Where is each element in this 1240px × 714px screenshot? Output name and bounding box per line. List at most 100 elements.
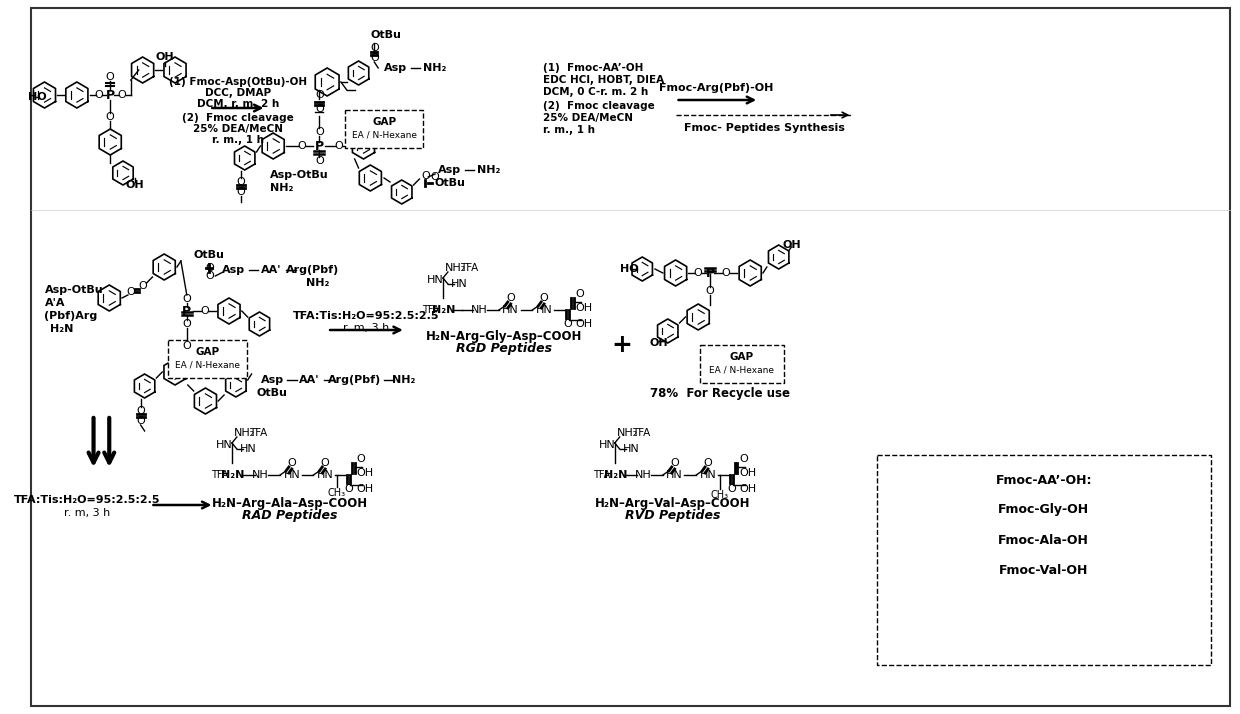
Text: HN: HN [599,440,615,450]
Text: HN: HN [536,305,553,315]
Text: HO: HO [27,92,46,102]
Text: NH₂: NH₂ [477,165,501,175]
Bar [877,455,1210,665]
Text: EA / N-Hexane: EA / N-Hexane [175,361,239,370]
Text: P: P [315,139,324,153]
Text: O: O [420,171,430,181]
Text: O: O [298,141,306,151]
Text: NH₂: NH₂ [270,183,294,193]
Text: Fmoc-AA’-OH:: Fmoc-AA’-OH: [996,473,1092,486]
Text: NH: NH [635,470,651,480]
Text: Fmoc-Val-OH: Fmoc-Val-OH [999,563,1089,576]
Text: O: O [105,72,114,82]
Text: NH: NH [252,470,269,480]
Text: TFA: TFA [249,428,268,438]
Text: (2)  Fmoc cleavage: (2) Fmoc cleavage [543,101,655,111]
Text: (Pbf)Arg: (Pbf)Arg [45,311,98,321]
Text: O: O [315,127,324,137]
Text: A'A: A'A [45,298,64,308]
Text: OH: OH [575,303,593,313]
Text: CH₃: CH₃ [327,488,346,498]
Text: 25% DEA/MeCN: 25% DEA/MeCN [193,124,283,134]
Text: NH₂: NH₂ [305,278,329,288]
Text: CH₃: CH₃ [711,490,729,500]
Text: OH: OH [357,468,374,478]
Text: HN: HN [502,305,520,315]
Text: OH: OH [575,319,593,329]
Text: HN: HN [451,279,467,289]
Text: O: O [345,484,353,494]
Text: OtBu: OtBu [371,30,402,40]
Text: OtBu: OtBu [434,178,465,188]
Text: Fmoc-Gly-OH: Fmoc-Gly-OH [998,503,1089,516]
Text: O: O [200,306,208,316]
Text: O: O [136,416,145,426]
Text: Asp: Asp [260,375,284,385]
Text: OH: OH [740,484,756,494]
Text: O: O [315,156,324,166]
Text: OH: OH [740,468,756,478]
Text: r. m, 3 h: r. m, 3 h [63,508,110,518]
Text: O: O [315,104,324,114]
Text: AA': AA' [299,375,320,385]
Text: Arg(Pbf): Arg(Pbf) [329,375,381,385]
Text: O: O [356,454,365,464]
Text: HN: HN [216,440,232,450]
Text: TFA:Tis:H₂O=95:2.5:2.5: TFA:Tis:H₂O=95:2.5:2.5 [293,311,440,321]
Text: HN: HN [699,470,717,480]
Text: NH₂: NH₂ [423,63,446,73]
Text: GAP: GAP [729,352,754,362]
Text: Fmoc-Ala-OH: Fmoc-Ala-OH [998,533,1089,546]
Text: HN: HN [622,444,640,454]
Text: HN: HN [316,470,334,480]
Text: OH: OH [782,240,801,250]
Text: H₂N: H₂N [221,470,244,480]
Text: OH: OH [650,338,668,348]
Text: H₂N–Arg–Ala–Asp–COOH: H₂N–Arg–Ala–Asp–COOH [212,496,368,510]
Text: O: O [430,172,439,182]
Text: (1)  Fmoc-AA’-OH: (1) Fmoc-AA’-OH [543,63,644,73]
Text: O: O [706,286,714,296]
Text: P: P [105,89,115,101]
Text: TFA:Tis:H₂O=95:2.5:2.5: TFA:Tis:H₂O=95:2.5:2.5 [14,495,160,505]
Text: O: O [321,458,330,468]
Text: TFA: TFA [632,428,650,438]
Text: TFA: TFA [460,263,479,273]
Text: GAP: GAP [196,347,219,357]
Text: 78%  For Recycle use: 78% For Recycle use [650,386,790,400]
Text: RAD Peptides: RAD Peptides [242,508,337,521]
Text: O: O [126,287,135,297]
Text: OtBu: OtBu [257,388,288,398]
Text: O: O [315,90,324,100]
Text: NH₂: NH₂ [234,428,255,438]
Text: DCC, DMAP: DCC, DMAP [205,88,270,98]
Text: O: O [694,268,703,278]
Text: EA / N-Hexane: EA / N-Hexane [709,366,774,375]
Text: O: O [138,281,148,291]
Text: RGD Peptides: RGD Peptides [456,341,552,354]
Text: O: O [118,90,126,100]
Text: O: O [94,90,103,100]
Text: H₂N: H₂N [604,470,627,480]
Text: O: O [205,271,213,281]
Text: O: O [237,187,246,197]
Text: AA': AA' [260,265,281,275]
Text: HN: HN [666,470,683,480]
Text: HN: HN [241,444,257,454]
Text: Asp-OtBu: Asp-OtBu [45,285,103,295]
Bar [345,110,423,148]
Text: 25% DEA/MeCN: 25% DEA/MeCN [543,113,634,123]
Text: NH₂: NH₂ [392,375,415,385]
Bar [169,340,247,378]
Text: Asp: Asp [384,63,408,73]
Text: r. m., 1 h: r. m., 1 h [543,125,595,135]
Text: O: O [182,294,191,304]
Text: RVD Peptides: RVD Peptides [625,508,720,521]
Text: TFA: TFA [211,470,228,480]
Text: O: O [563,319,572,329]
Text: O: O [722,268,730,278]
Text: O: O [182,341,191,351]
Text: HN: HN [427,275,444,285]
Text: (2)  Fmoc cleavage: (2) Fmoc cleavage [182,113,294,123]
Text: OtBu: OtBu [193,250,224,260]
